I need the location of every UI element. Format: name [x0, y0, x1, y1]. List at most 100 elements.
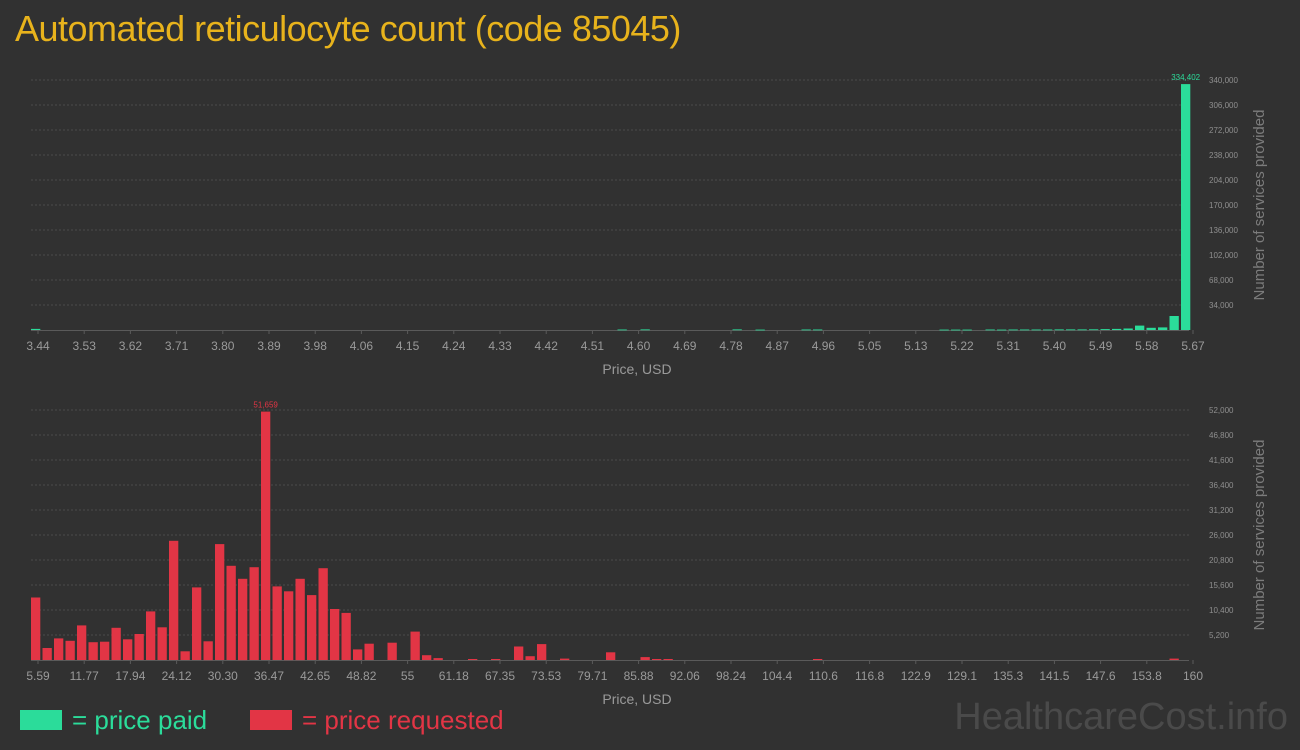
- x-tick-label: 147.6: [1086, 669, 1116, 683]
- bar: [606, 652, 616, 660]
- x-tick-label: 79.71: [577, 669, 607, 683]
- bar: [1066, 329, 1076, 331]
- legend-requested-label: = price requested: [302, 704, 504, 735]
- x-tick-label: 3.44: [26, 339, 50, 353]
- bar: [123, 639, 133, 660]
- bar: [560, 658, 570, 660]
- bar: [1020, 329, 1030, 331]
- bar: [640, 329, 650, 331]
- x-tick-label: 98.24: [716, 669, 746, 683]
- bar: [1054, 329, 1064, 331]
- bar: [215, 544, 225, 660]
- chart-price-requested: 5,200 10,400 15,600 20,800 26,000 31,200 36,40…: [26, 401, 1268, 707]
- bar: [353, 649, 363, 660]
- bar: [1169, 658, 1179, 660]
- bar: [1089, 329, 1099, 331]
- bar: [1158, 327, 1168, 330]
- bar: [525, 656, 535, 660]
- x-tick-label: 5.49: [1089, 339, 1113, 353]
- bar: [514, 646, 524, 660]
- bar: [732, 329, 742, 331]
- x-tick-label: 4.24: [442, 339, 466, 353]
- x-tick-label: 4.60: [627, 339, 651, 353]
- y-tick-label: 204,000: [1209, 176, 1238, 185]
- x-tick-label: 110.6: [809, 669, 838, 683]
- x-tick-label: 104.4: [762, 669, 792, 683]
- x-tick-label: 135.3: [993, 669, 1023, 683]
- peak-value-label: 51,659: [253, 401, 278, 410]
- x-tick-label: 116.8: [855, 669, 884, 683]
- x-tick-label: 5.22: [950, 339, 974, 353]
- bar: [169, 540, 179, 660]
- y-tick-label: 46,800: [1209, 431, 1234, 440]
- bar: [307, 595, 317, 660]
- x-tick-label: 4.51: [581, 339, 605, 353]
- legend-paid-swatch: [20, 710, 62, 730]
- y-tick-label: 34,000: [1209, 301, 1234, 310]
- x-tick-label: 11.77: [70, 669, 99, 683]
- x-tick-label: 3.53: [73, 339, 97, 353]
- bar: [652, 659, 662, 660]
- x-tick-label: 5.40: [1043, 339, 1067, 353]
- y-tick-label: 31,200: [1209, 506, 1234, 515]
- watermark-logo: HealthcareCost.info: [954, 696, 1288, 738]
- x-tick-label: 4.15: [396, 339, 420, 353]
- bar: [617, 329, 627, 331]
- x-tick-label: 61.18: [439, 669, 469, 683]
- bar: [295, 578, 305, 661]
- y-tick-label: 136,000: [1209, 226, 1238, 235]
- bar: [42, 648, 52, 660]
- bar: [1100, 329, 1110, 330]
- bar: [1077, 329, 1087, 331]
- bar: [1146, 327, 1156, 330]
- bar: [433, 658, 443, 660]
- y-tick-label: 20,800: [1209, 556, 1234, 565]
- bar: [1031, 329, 1041, 331]
- bar: [387, 642, 397, 660]
- x-tick-label: 5.58: [1135, 339, 1159, 353]
- x-tick-label: 30.30: [208, 669, 238, 683]
- legend-paid: = price paid: [20, 704, 207, 736]
- x-tick-label: 4.06: [350, 339, 374, 353]
- x-axis-label: Price, USD: [602, 361, 671, 377]
- bar: [1181, 84, 1191, 330]
- legend-requested: = price requested: [250, 704, 504, 736]
- y-tick-label: 36,400: [1209, 481, 1234, 490]
- bar: [801, 329, 811, 331]
- x-tick-label: 5.05: [858, 339, 882, 353]
- x-tick-label: 5.31: [997, 339, 1021, 353]
- bar: [755, 329, 765, 331]
- bar: [226, 565, 236, 660]
- bar: [88, 642, 98, 660]
- bar: [491, 659, 501, 660]
- bar: [410, 631, 420, 660]
- x-tick-label: 5.13: [904, 339, 928, 353]
- bar: [238, 578, 248, 661]
- x-tick-label: 4.42: [535, 339, 559, 353]
- bar: [997, 329, 1007, 331]
- x-tick-label: 24.12: [162, 669, 192, 683]
- bar: [962, 329, 972, 331]
- y-tick-label: 306,000: [1209, 101, 1238, 110]
- y-tick-label: 26,000: [1209, 531, 1234, 540]
- bar: [54, 638, 64, 660]
- bar: [537, 644, 547, 660]
- peak-value-label: 334,402: [1171, 73, 1200, 82]
- legend-requested-swatch: [250, 710, 292, 730]
- x-tick-label: 5.59: [26, 669, 50, 683]
- y-tick-label: 272,000: [1209, 126, 1238, 135]
- bar: [939, 329, 949, 331]
- x-tick-label: 4.33: [488, 339, 512, 353]
- x-tick-label: 4.96: [812, 339, 836, 353]
- bar: [330, 609, 340, 660]
- x-tick-label: 3.62: [119, 339, 143, 353]
- y-tick-label: 68,000: [1209, 276, 1234, 285]
- bar: [468, 659, 478, 660]
- bar: [364, 643, 374, 660]
- bar: [1169, 316, 1179, 330]
- y-tick-label: 170,000: [1209, 201, 1238, 210]
- x-tick-label: 3.80: [211, 339, 235, 353]
- chart-price-paid: 34,000 68,000 102,000 136,000 170,000 204,000…: [26, 73, 1268, 377]
- bar: [272, 586, 282, 660]
